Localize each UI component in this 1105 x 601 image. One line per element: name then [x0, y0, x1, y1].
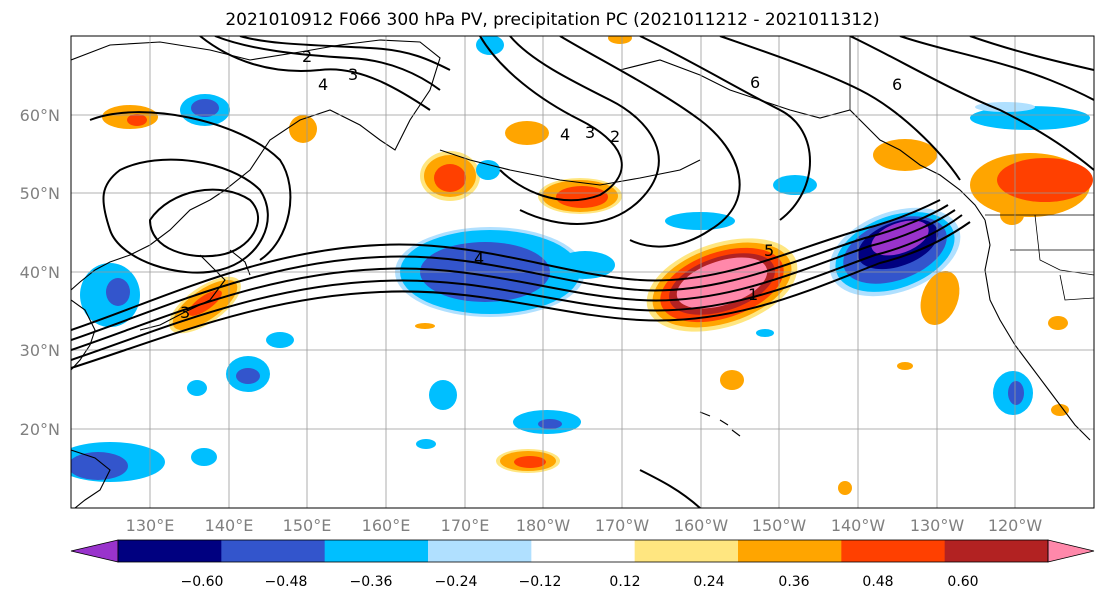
colorbar-segment	[324, 540, 429, 562]
lon-labels: 130°E 140°E 150°E 160°E 170°E 180°W 170°…	[126, 516, 1043, 535]
contour-label: 4	[560, 125, 570, 144]
lat-label: 60°N	[20, 106, 60, 125]
lat-labels: 60°N 50°N 40°N 30°N 20°N	[20, 106, 60, 439]
colorbar-segment	[428, 540, 532, 562]
colorbar-label: −0.48	[265, 574, 308, 590]
lat-label: 50°N	[20, 184, 60, 203]
contour-label: 3	[180, 303, 190, 322]
map-title: 2021010912 F066 300 hPa PV, precipitatio…	[225, 10, 880, 30]
lat-label: 20°N	[20, 420, 60, 439]
colorbar-label: −0.36	[350, 574, 393, 590]
colorbar-segment	[118, 540, 222, 562]
lat-label: 30°N	[20, 341, 60, 360]
lon-label: 160°E	[362, 516, 411, 535]
colorbar-segment	[841, 540, 946, 562]
pv-contours	[71, 36, 1094, 508]
map-frame	[70, 35, 1095, 509]
lon-label: 150°W	[752, 516, 807, 535]
map-layer: 2 3 4 6 6 4 3 2 4 5 1 3	[71, 36, 1094, 508]
gridlines	[71, 36, 1094, 508]
lon-label: 130°E	[126, 516, 175, 535]
contour-label: 6	[892, 75, 902, 94]
colorbar-segment	[221, 540, 326, 562]
contour-label: 4	[474, 249, 484, 268]
lon-label: 170°W	[595, 516, 650, 535]
lon-label: 130°W	[910, 516, 965, 535]
contour-label: 4	[318, 75, 328, 94]
colorbar-label: −0.60	[181, 574, 224, 590]
lon-label: 140°W	[831, 516, 886, 535]
contour-label: 2	[302, 47, 312, 66]
colorbar-label: −0.24	[435, 574, 478, 590]
lon-label: 160°W	[674, 516, 729, 535]
colorbar-label: 0.12	[609, 574, 640, 590]
colorbar-segment	[634, 540, 739, 562]
colorbar-label: 0.48	[862, 574, 893, 590]
colorbar-outline	[117, 539, 1049, 563]
colorbar-labels: −0.60 −0.48 −0.36 −0.24 −0.12 0.12 0.24 …	[181, 574, 979, 590]
lon-label: 170°E	[441, 516, 490, 535]
colorbar-label: 0.36	[778, 574, 809, 590]
contour-label: 1	[748, 285, 758, 304]
colorbar-segment	[531, 540, 636, 562]
contour-label: 6	[750, 73, 760, 92]
colorbar-label: −0.12	[519, 574, 562, 590]
colorbar-segment	[738, 540, 842, 562]
lon-label: 150°E	[283, 516, 332, 535]
colorbar-segment	[944, 540, 1049, 562]
colorbar-label: 0.60	[947, 574, 978, 590]
contour-labels: 2 3 4 6 6 4 3 2 4 5 1 3	[180, 47, 902, 322]
colorbar-arrow-left	[70, 539, 119, 563]
contour-label: 5	[764, 241, 774, 260]
colorbar-label: 0.24	[693, 574, 724, 590]
colorbar	[70, 539, 1095, 563]
colorbar-arrow-right	[1047, 539, 1095, 563]
lon-label: 140°E	[205, 516, 254, 535]
contour-label: 3	[585, 123, 595, 142]
contour-label: 3	[348, 65, 358, 84]
lon-label: 180°W	[516, 516, 571, 535]
contour-label: 2	[610, 127, 620, 146]
lat-label: 40°N	[20, 263, 60, 282]
lon-label: 120°W	[988, 516, 1043, 535]
